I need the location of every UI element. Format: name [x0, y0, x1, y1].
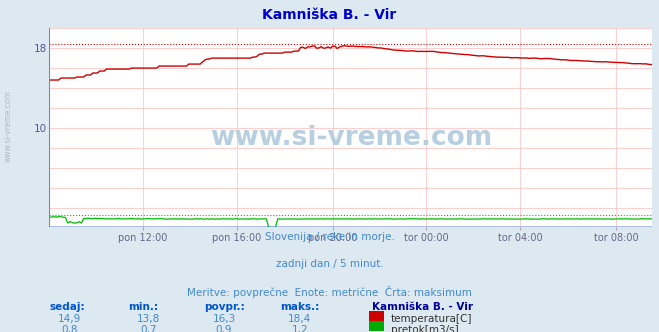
- Text: maks.:: maks.:: [280, 302, 320, 312]
- Text: temperatura[C]: temperatura[C]: [391, 314, 473, 324]
- Text: www.si-vreme.com: www.si-vreme.com: [4, 90, 13, 162]
- Text: zadnji dan / 5 minut.: zadnji dan / 5 minut.: [275, 259, 384, 269]
- Text: 0,9: 0,9: [215, 325, 233, 332]
- Text: 0,8: 0,8: [61, 325, 78, 332]
- Text: min.:: min.:: [129, 302, 159, 312]
- Text: povpr.:: povpr.:: [204, 302, 245, 312]
- Text: 14,9: 14,9: [57, 314, 81, 324]
- Text: www.si-vreme.com: www.si-vreme.com: [210, 125, 492, 151]
- Text: Kamniška B. - Vir: Kamniška B. - Vir: [372, 302, 473, 312]
- Text: sedaj:: sedaj:: [49, 302, 85, 312]
- Text: 1,2: 1,2: [291, 325, 308, 332]
- Text: 16,3: 16,3: [212, 314, 236, 324]
- Text: Kamniška B. - Vir: Kamniška B. - Vir: [262, 8, 397, 22]
- Text: pretok[m3/s]: pretok[m3/s]: [391, 325, 459, 332]
- Text: 13,8: 13,8: [136, 314, 160, 324]
- Text: 18,4: 18,4: [288, 314, 312, 324]
- Text: Slovenija / reke in morje.: Slovenija / reke in morje.: [264, 232, 395, 242]
- Text: 0,7: 0,7: [140, 325, 157, 332]
- Text: Meritve: povprečne  Enote: metrične  Črta: maksimum: Meritve: povprečne Enote: metrične Črta:…: [187, 286, 472, 297]
